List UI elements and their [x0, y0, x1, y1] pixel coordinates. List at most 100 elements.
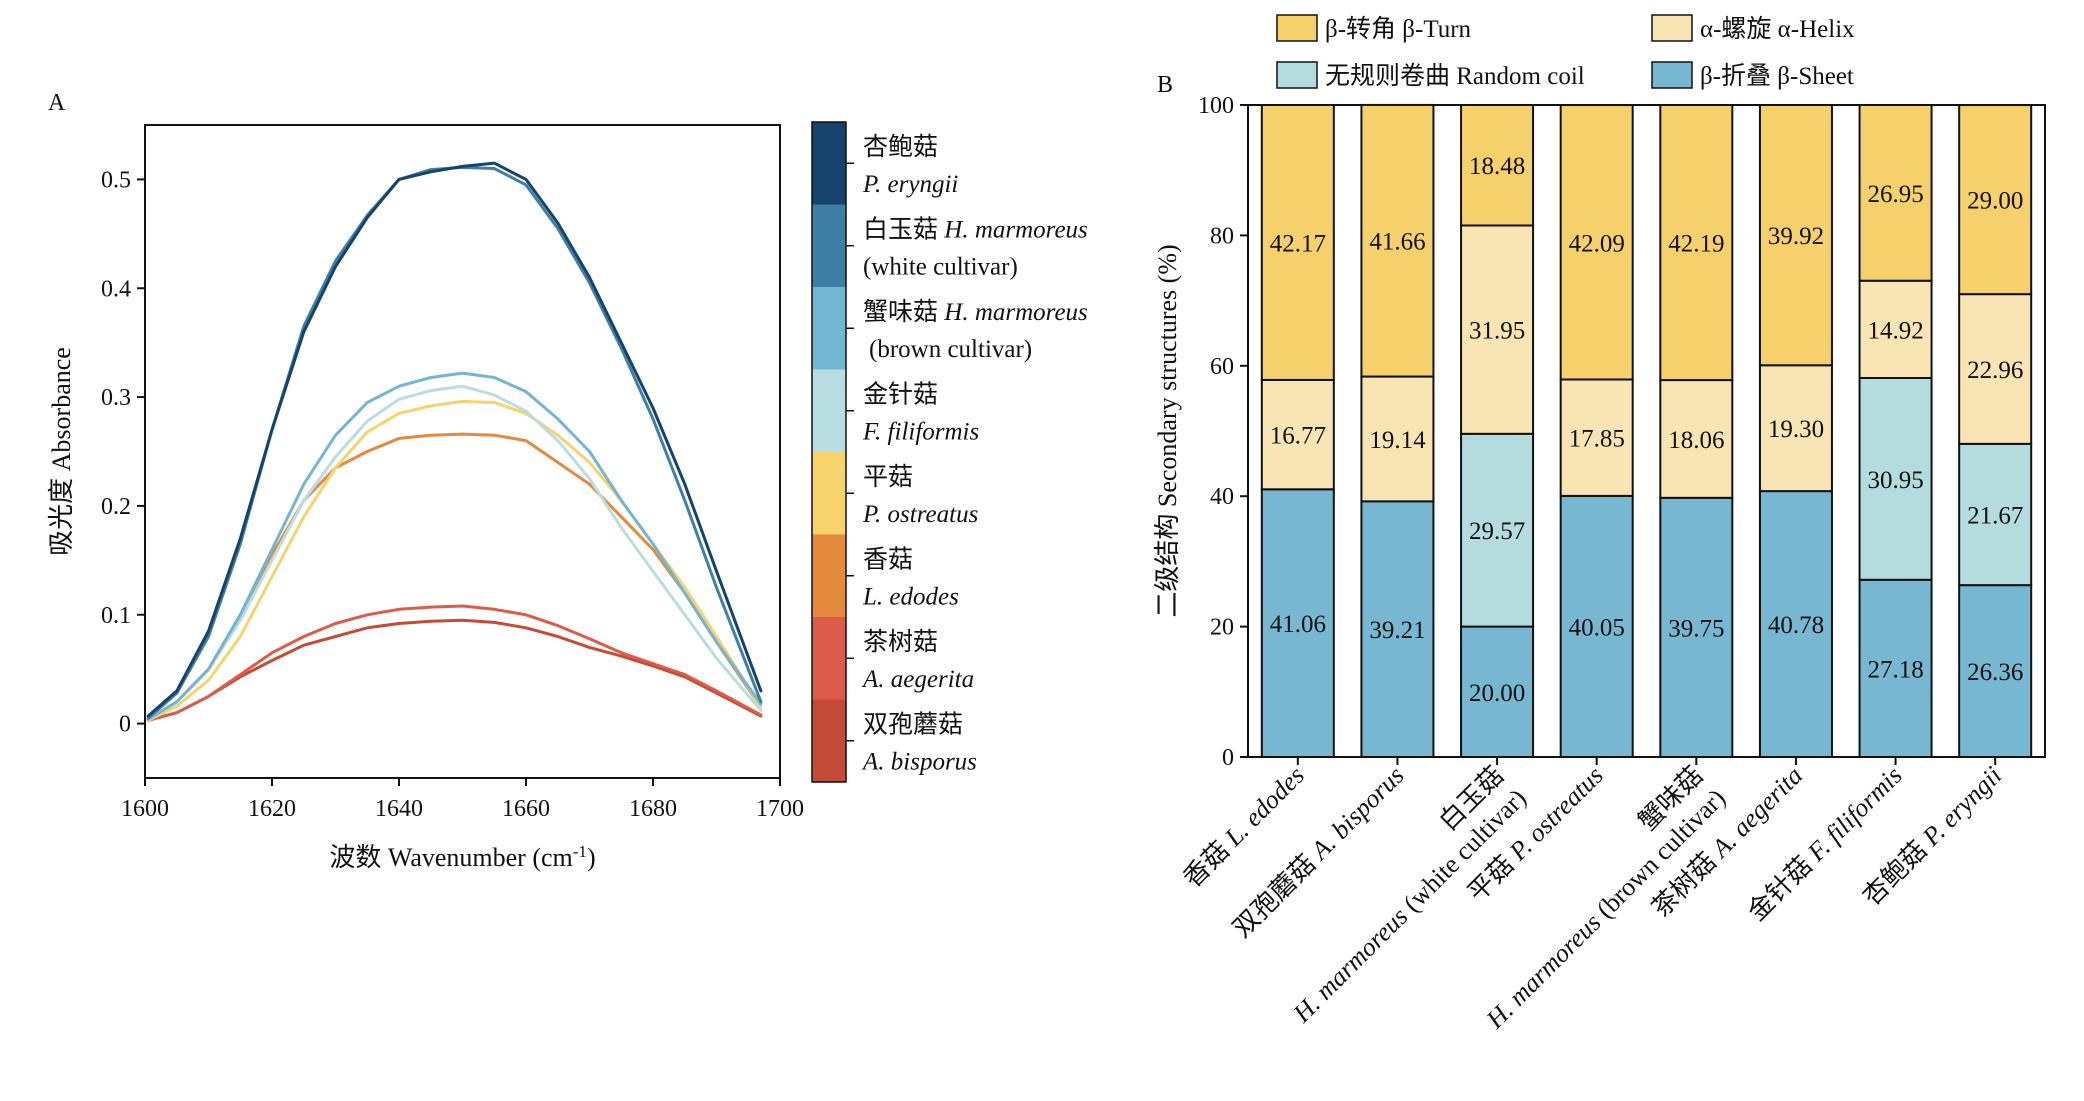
bar-value-label: 21.67 [1967, 502, 2023, 529]
y-tick-label: 0.2 [101, 494, 131, 520]
legend-label: α-螺旋 α-Helix [1700, 15, 1855, 43]
bar-value-label: 39.92 [1768, 223, 1824, 250]
legend-label-extra: (white cultivar) [863, 254, 1018, 281]
panel-b-chart: B 0 20 40 60 80 100 二级结构 Secondary structures … [1153, 14, 2046, 1035]
bar-segment [1559, 378, 1634, 497]
bar-segment [1460, 104, 1535, 227]
bar-value-label: 17.85 [1569, 426, 1625, 453]
bar-value-label: 26.95 [1867, 181, 1923, 208]
legend-colorbar-frame [811, 121, 847, 783]
x-category-label-line2: H. marmoreus (white cultivar) [1287, 783, 1532, 1028]
legend-swatch [1651, 14, 1693, 42]
bar-value-label: 22.96 [1967, 357, 2023, 384]
bar-segment [1858, 376, 1933, 581]
bar-value-label: 40.05 [1569, 614, 1625, 641]
bar-segment [1958, 104, 2033, 296]
legend-swatch [812, 204, 846, 287]
y-tick-label: 80 [1210, 223, 1234, 249]
bar-value-label: 26.36 [1967, 659, 2023, 686]
bar-segment [1460, 224, 1535, 435]
legend-label: 蟹味菇 H. marmoreus [863, 298, 1088, 326]
legend-label: β-转角 β-Turn [1325, 15, 1472, 43]
legend-label: 香菇 [863, 546, 913, 574]
legend-swatch [812, 617, 846, 700]
plot-frame [144, 124, 781, 779]
bar-value-label: 16.77 [1270, 423, 1326, 450]
series-line [146, 384, 763, 721]
legend-label-extra: (brown cultivar) [869, 336, 1032, 363]
legend-swatch [812, 452, 846, 535]
plot-frame [1247, 104, 2046, 758]
y-tick-label: 0.1 [101, 603, 131, 629]
bar-segment [1260, 104, 1335, 381]
legend-swatch [812, 369, 846, 452]
x-category-label-line2: H. marmoreus (brown cultivar) [1480, 783, 1731, 1034]
bar-value-label: 41.66 [1369, 229, 1425, 256]
bar-segment [1559, 104, 1634, 381]
series-line [146, 161, 763, 718]
legend-label: 金针菇 [863, 381, 938, 409]
legend-swatch [812, 122, 846, 205]
bar-value-label: 18.48 [1469, 153, 1525, 180]
bar-value-label: 30.95 [1867, 467, 1923, 494]
bar-segment [1360, 500, 1435, 758]
bar-segment [1260, 488, 1335, 758]
bar-value-label: 29.57 [1469, 518, 1525, 545]
bar-value-label: 41.06 [1270, 611, 1326, 638]
bar-segment [1758, 104, 1833, 367]
bar-value-label: 31.95 [1469, 318, 1525, 345]
bar-value-label: 18.06 [1668, 427, 1724, 454]
legend-label: 无规则卷曲 Random coil [1325, 62, 1585, 90]
bar-value-label: 40.78 [1768, 612, 1824, 639]
legend-swatch [1276, 14, 1318, 42]
legend-label-sci: P. ostreatus [862, 501, 978, 528]
bar-value-label: 14.92 [1867, 317, 1923, 344]
y-tick-label: 0.4 [101, 276, 131, 302]
bar-value-label: 20.00 [1469, 680, 1525, 707]
y-tick-label: 60 [1210, 354, 1234, 380]
bar-value-label: 39.21 [1369, 617, 1425, 644]
legend-swatch [812, 699, 846, 782]
y-tick-label: 0 [1222, 745, 1234, 771]
bar-segment [1360, 103, 1435, 378]
legend-label-sci: A. bisporus [861, 749, 977, 776]
legend-label: 白玉菇 H. marmoreus [863, 216, 1088, 244]
legend-label: 茶树菇 [863, 628, 938, 656]
bar-value-label: 19.30 [1768, 416, 1824, 443]
x-tick-label: 1680 [629, 796, 677, 822]
bar-value-label: 29.00 [1967, 188, 2023, 215]
legend-label: 双孢蘑菇 [863, 711, 963, 739]
legend-label-sci: L. edodes [862, 584, 959, 611]
legend-label-sci: P. eryngii [862, 171, 958, 198]
x-tick-label: 1620 [248, 796, 296, 822]
bar-segment [1659, 104, 1734, 382]
legend-label: 杏鲍菇 [863, 133, 938, 161]
y-tick-label: 100 [1198, 93, 1234, 119]
x-axis-label: 波数 Wavenumber (cm-1) [329, 842, 595, 873]
x-tick-label: 1640 [375, 796, 423, 822]
legend-label: β-折叠 β-Sheet [1700, 62, 1854, 90]
bar-segment [1460, 625, 1535, 758]
bar-value-label: 42.19 [1668, 231, 1724, 258]
bar-segment [1260, 378, 1335, 491]
bar-value-label: 42.17 [1270, 230, 1326, 257]
panel-a-chart: A 1600 1620 1640 1660 1680 1700 0 0.1 0.2 0.3 0.4 0… [47, 90, 1088, 872]
legend-swatch [1651, 61, 1693, 89]
legend-swatch [1276, 61, 1318, 89]
bar-segment [1360, 375, 1435, 503]
legend-label: 平菇 [863, 463, 913, 491]
panel-a-label: A [48, 90, 66, 116]
x-tick-label: 1660 [502, 796, 550, 822]
bar-segment [1659, 379, 1734, 499]
series-line [146, 604, 763, 722]
y-axis-label: 吸光度 Absorbance [47, 347, 76, 556]
bar-value-label: 19.14 [1369, 427, 1426, 454]
y-tick-label: 0.5 [101, 167, 131, 193]
legend-label-sci: A. aegerita [861, 666, 974, 693]
bar-segment [1858, 104, 1933, 282]
y-tick-label: 0 [119, 712, 131, 738]
bar-value-label: 27.18 [1867, 656, 1923, 683]
bar-value-label: 39.75 [1668, 615, 1724, 642]
bar-segment [1559, 494, 1634, 758]
